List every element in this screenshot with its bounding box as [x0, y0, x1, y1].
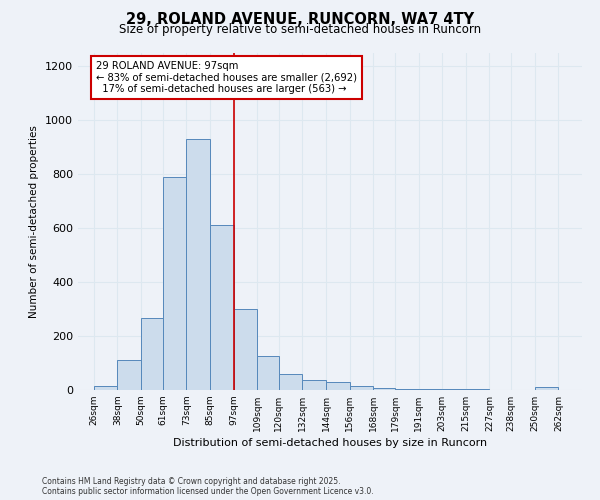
Bar [94, 386, 118, 390]
Bar [141, 318, 163, 390]
Text: 29, ROLAND AVENUE, RUNCORN, WA7 4TY: 29, ROLAND AVENUE, RUNCORN, WA7 4TY [126, 12, 474, 28]
Bar [395, 388, 419, 390]
Bar [535, 388, 559, 390]
Y-axis label: Number of semi-detached properties: Number of semi-detached properties [29, 125, 40, 318]
Text: Contains HM Land Registry data © Crown copyright and database right 2025.
Contai: Contains HM Land Registry data © Crown c… [42, 476, 374, 496]
Bar [302, 380, 326, 390]
Bar [419, 389, 442, 390]
Bar [118, 360, 141, 390]
Bar [350, 386, 373, 390]
Bar [373, 388, 395, 390]
Bar [442, 389, 466, 390]
Bar [210, 226, 233, 390]
Text: 29 ROLAND AVENUE: 97sqm
← 83% of semi-detached houses are smaller (2,692)
  17% : 29 ROLAND AVENUE: 97sqm ← 83% of semi-de… [96, 60, 357, 94]
Bar [326, 382, 350, 390]
Bar [257, 356, 279, 390]
Text: Size of property relative to semi-detached houses in Runcorn: Size of property relative to semi-detach… [119, 22, 481, 36]
X-axis label: Distribution of semi-detached houses by size in Runcorn: Distribution of semi-detached houses by … [173, 438, 487, 448]
Bar [279, 374, 302, 390]
Bar [186, 139, 210, 390]
Bar [163, 176, 186, 390]
Bar [233, 309, 257, 390]
